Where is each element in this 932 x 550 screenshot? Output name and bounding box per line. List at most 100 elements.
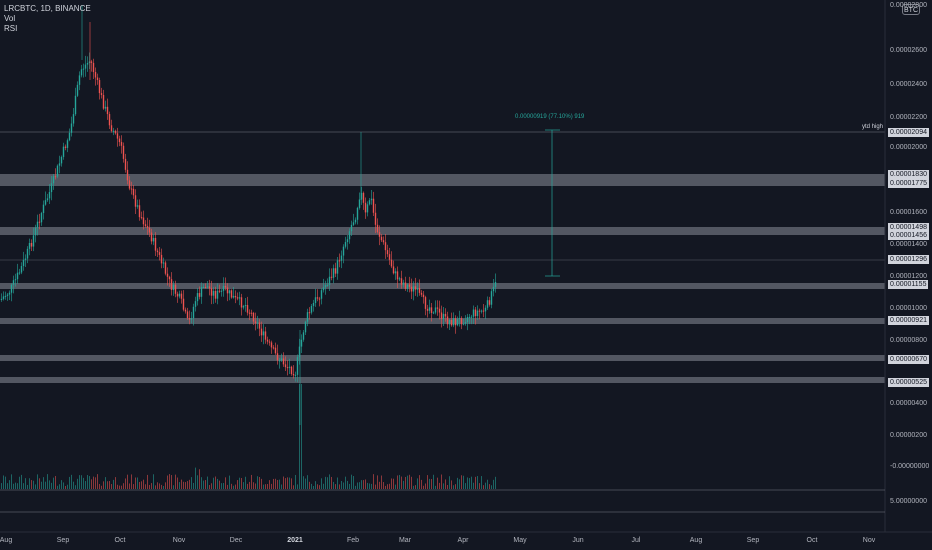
candle-body xyxy=(462,323,465,325)
volume-bar xyxy=(105,477,106,489)
level-label: 0.00001155 xyxy=(888,280,929,289)
candle-body xyxy=(414,286,417,290)
symbol-title[interactable]: LRCBTC, 1D, BINANCE xyxy=(4,4,91,13)
volume-bar xyxy=(157,482,158,489)
candle-body xyxy=(48,192,51,199)
candle-body xyxy=(240,297,243,308)
candle-body xyxy=(26,248,29,259)
candle-body xyxy=(94,72,97,78)
candlestick-series[interactable] xyxy=(0,5,497,425)
candle-body xyxy=(456,319,459,326)
candle-body xyxy=(412,286,415,292)
candle-body xyxy=(278,360,281,362)
rsi-legend[interactable]: RSI xyxy=(4,24,18,33)
volume-bar xyxy=(343,482,344,489)
candle-body xyxy=(290,366,293,374)
level-band xyxy=(0,283,885,289)
volume-bar xyxy=(403,480,404,489)
candle-body xyxy=(232,295,235,298)
volume-bar xyxy=(83,477,84,489)
volume-bar xyxy=(125,478,126,489)
candle-body xyxy=(408,284,411,287)
candle-body xyxy=(18,272,21,274)
candle-body xyxy=(366,204,369,213)
volume-bar xyxy=(85,481,86,489)
candle-body xyxy=(492,286,495,292)
candle-body xyxy=(220,290,223,292)
candle-body xyxy=(296,357,299,375)
candle-body xyxy=(158,252,161,255)
candle-body xyxy=(76,84,79,96)
candle-body xyxy=(196,293,199,302)
candle-body xyxy=(310,305,313,313)
candle-body xyxy=(164,262,167,274)
volume-bar xyxy=(339,484,340,489)
volume-bar xyxy=(285,478,286,489)
volume-bar xyxy=(1,483,2,489)
volume-bar xyxy=(185,482,186,489)
candle-body xyxy=(194,301,197,307)
volume-bar xyxy=(305,478,306,489)
volume-bar xyxy=(237,480,238,489)
candle-body xyxy=(92,62,95,73)
candle-body xyxy=(62,146,65,157)
volume-bar xyxy=(301,384,302,489)
candle-body xyxy=(24,258,27,260)
volume-bar xyxy=(369,483,370,489)
price-tick: 0.00000200 xyxy=(890,432,927,439)
candle-body xyxy=(148,227,151,233)
candle-body xyxy=(204,286,207,288)
volume-bar xyxy=(263,484,264,489)
candle-body xyxy=(46,198,49,201)
volume-bar xyxy=(409,474,410,489)
candle-body xyxy=(268,341,271,343)
volume-bar xyxy=(411,476,412,489)
candle-body xyxy=(98,80,101,94)
volume-bar xyxy=(313,485,314,489)
candle-body xyxy=(50,183,53,193)
volume-bar xyxy=(331,476,332,489)
candle-body xyxy=(228,290,231,294)
volume-bar xyxy=(371,483,372,489)
volume-bar xyxy=(9,480,10,489)
candle-body xyxy=(96,77,99,81)
rsi-tick: 5.00000000 xyxy=(890,498,927,505)
volume-bar xyxy=(269,480,270,489)
candle-body xyxy=(430,307,433,313)
volume-legend[interactable]: Vol xyxy=(4,14,16,23)
volume-bar xyxy=(375,484,376,489)
volume-bar xyxy=(287,477,288,489)
candle-body xyxy=(346,239,349,243)
candle-body xyxy=(36,221,39,228)
candle-body xyxy=(64,146,67,148)
candle-body xyxy=(0,298,3,300)
candle-body xyxy=(182,298,185,310)
volume-bar xyxy=(387,484,388,489)
candle-body xyxy=(270,342,273,348)
candle-body xyxy=(140,217,143,219)
candle-body xyxy=(180,293,183,299)
volume-bar xyxy=(303,476,304,489)
candle-body xyxy=(374,212,377,225)
candle-body xyxy=(14,279,17,281)
currency-badge[interactable]: BTC xyxy=(902,4,920,15)
candle-body xyxy=(378,232,381,237)
candle-body xyxy=(264,331,267,340)
candle-body xyxy=(330,276,333,278)
candle-body xyxy=(280,358,283,361)
volume-bar xyxy=(477,476,478,489)
volume-bar xyxy=(425,483,426,489)
volume-bar xyxy=(67,484,68,489)
candle-body xyxy=(394,271,397,274)
time-label: Oct xyxy=(114,537,126,544)
candle-body xyxy=(238,297,241,299)
candle-body xyxy=(54,176,57,178)
volume-bar xyxy=(267,484,268,489)
candle-body xyxy=(326,284,329,286)
volume-bar xyxy=(273,478,274,489)
candle-body xyxy=(358,199,361,208)
volume-bar xyxy=(393,478,394,489)
volume-bar xyxy=(183,481,184,489)
candle-body xyxy=(442,313,445,320)
